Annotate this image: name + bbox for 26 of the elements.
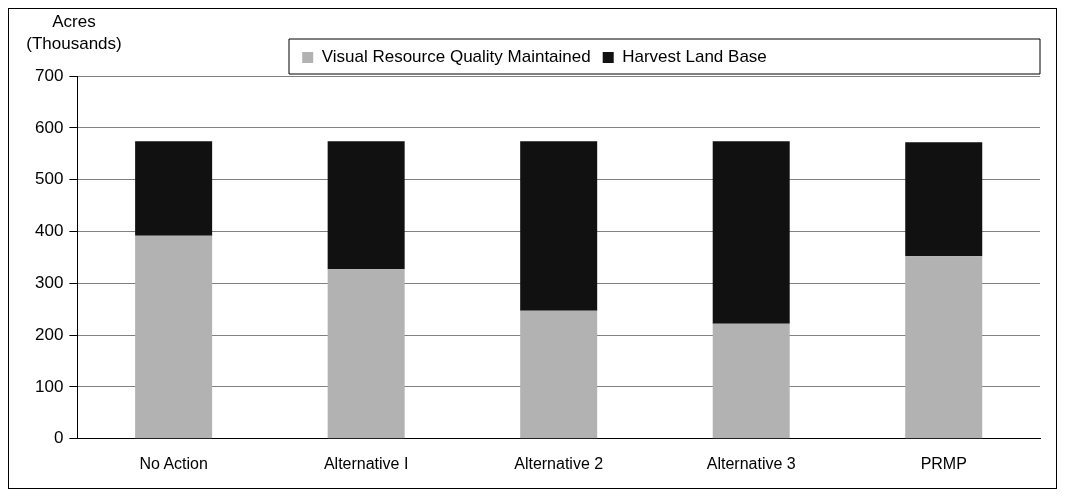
bar [327,269,405,439]
bar [327,141,405,270]
y-tick-label: 700 [34,65,64,85]
bar [712,323,790,439]
legend-label: Visual Resource Quality Maintained [321,47,591,67]
y-tick-label: 0 [53,428,64,448]
y-tick-label: 100 [34,376,64,396]
y-tick-label: 300 [34,273,64,292]
y-tick-label: 200 [34,324,64,344]
y-axis-title: Acres (Thousands) [25,11,123,55]
y-tick-label: 500 [34,169,64,189]
x-tick-label: Alternative 2 [514,454,604,472]
bar [135,141,213,236]
x-tick-label: Alternative 3 [706,454,796,472]
bar [520,141,598,311]
bar [905,142,983,257]
x-tick-label: PRMP [920,454,967,472]
legend-label: Harvest Land Base [622,47,767,67]
y-tick-label: 600 [34,117,64,137]
x-tick-label: No Action [139,454,208,472]
y-tick-label: 400 [34,221,64,241]
x-tick-label: Alternative I [323,454,409,472]
bar [520,310,598,439]
bar [905,256,983,439]
bar [712,141,790,324]
bar [135,235,213,439]
